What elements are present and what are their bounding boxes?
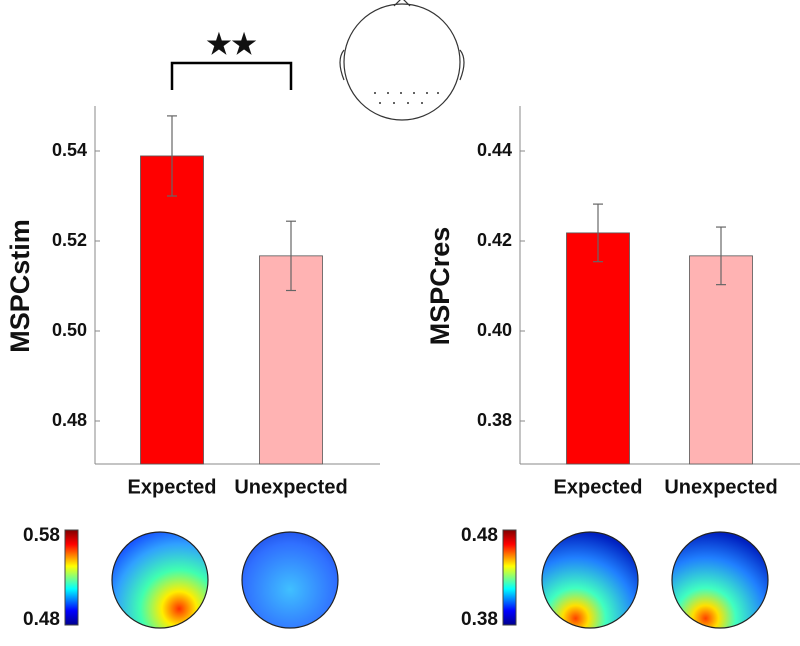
colorbar — [502, 529, 517, 626]
colorbar-label: 0.58 — [23, 525, 60, 546]
y-tick-label: 0.48 — [52, 410, 87, 430]
significance-label: ★★ — [206, 28, 256, 59]
y-axis-label: MSPCres — [425, 227, 455, 346]
y-axis-label: MSPCstim — [5, 219, 35, 353]
topomaps — [111, 531, 769, 629]
y-tick-label: 0.44 — [477, 140, 512, 160]
colorbar — [64, 529, 79, 626]
colorbar-label: 0.38 — [461, 609, 498, 630]
x-tick-label: Expected — [554, 476, 643, 498]
x-tick-label: Unexpected — [664, 476, 777, 498]
colorbar-label: 0.48 — [461, 525, 498, 546]
y-tick-label: 0.42 — [477, 230, 512, 250]
x-tick-label: Unexpected — [234, 476, 347, 498]
y-tick-label: 0.54 — [52, 140, 87, 160]
error-bar — [286, 220, 296, 292]
bar — [566, 232, 630, 465]
y-tick-label: 0.50 — [52, 320, 87, 340]
head-diagram — [339, 0, 465, 121]
x-tick-label: Expected — [128, 476, 217, 498]
electrode-dots — [374, 92, 439, 104]
y-tick-label: 0.52 — [52, 230, 87, 250]
y-tick-label: 0.38 — [477, 410, 512, 430]
error-bar — [167, 115, 177, 197]
bar — [140, 155, 204, 465]
error-bar — [716, 226, 726, 286]
bar — [689, 255, 753, 465]
error-bar — [593, 203, 603, 263]
colorbar-label: 0.48 — [23, 609, 60, 630]
y-tick-label: 0.40 — [477, 320, 512, 340]
significance-bracket — [170, 61, 293, 90]
